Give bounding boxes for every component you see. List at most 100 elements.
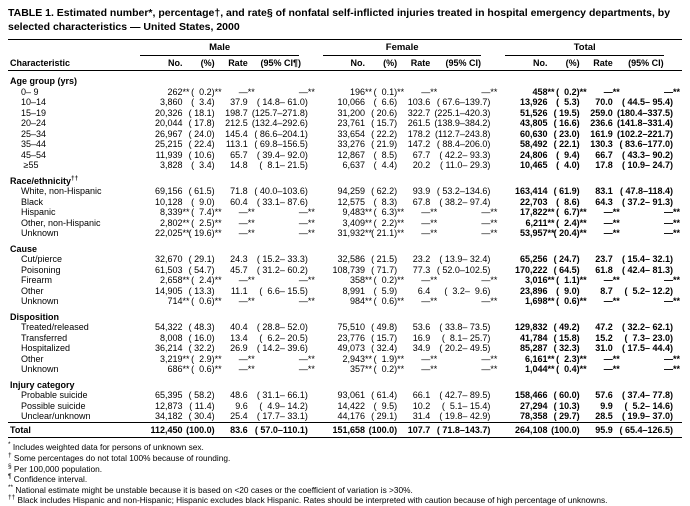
- cell: 25.4: [230, 411, 248, 422]
- cell: ( 1.1)**: [556, 275, 587, 286]
- cell: 145.4: [225, 128, 248, 139]
- cell: ( 5.2– 14.6): [624, 400, 673, 411]
- row-label: 20–24: [21, 118, 47, 129]
- cell: 32,586: [337, 254, 366, 265]
- cell: ( 20.6): [371, 107, 398, 118]
- row-label: Unknown: [21, 228, 59, 239]
- cell: ( 14.2– 39.6): [256, 343, 308, 354]
- cell: —**: [664, 353, 681, 364]
- cell: —**: [238, 296, 255, 307]
- section-header: Age group (yrs): [10, 76, 78, 87]
- cell: 14.8: [230, 160, 248, 171]
- footnote-marker: ††: [8, 494, 16, 502]
- cell: 8,008: [159, 332, 183, 343]
- cell: ( 69.8–156.5): [254, 139, 308, 150]
- table-row: Cut/pierce 32,670 ( 29.1) 24.3 ( 15.2– 33.3)…: [8, 254, 682, 265]
- cell: 32,670: [154, 254, 183, 265]
- row-label: Treated/released: [21, 322, 89, 333]
- table-title: TABLE 1. Estimated number*, percentage†,…: [8, 7, 671, 33]
- cell: ( 2.2)**: [373, 217, 405, 228]
- row-label: Unknown: [21, 364, 59, 375]
- cell: 44,176: [337, 411, 366, 422]
- cell: ( 15.7): [371, 118, 398, 129]
- cell: ( 44.5– 95.4): [621, 97, 673, 108]
- cell: 9,483**: [342, 207, 373, 218]
- row-label: ≥55: [21, 160, 39, 171]
- cell: 161.9: [590, 128, 613, 139]
- cell: 262**: [167, 86, 190, 97]
- cell: ( 10.6): [188, 149, 215, 160]
- cell: ( 29.7): [553, 411, 580, 422]
- column-header: Rate: [220, 55, 251, 72]
- row-label: Other: [21, 285, 44, 296]
- table-row: Hispanic 8,339**( 7.4)** —** —** 9,483**( 6.…: [8, 207, 682, 218]
- cell: —**: [421, 296, 438, 307]
- row-label: 15–19: [21, 107, 47, 118]
- cell: 93,061: [337, 390, 366, 401]
- cell: 6,161**: [525, 353, 555, 364]
- cell: ( 0.2)**: [191, 86, 222, 97]
- cell: 58,492: [520, 139, 548, 150]
- cell: ( 13.9– 32.4): [439, 254, 491, 265]
- footnote: † Some percentages do not total 100% bec…: [8, 452, 231, 463]
- cell: ( 0.1)**: [373, 86, 405, 97]
- footnotes: * Includes weighted data for persons of …: [8, 442, 682, 506]
- cell: 33,654: [337, 128, 366, 139]
- cell: 113.1: [225, 139, 248, 150]
- cell: ( 24.0): [188, 128, 215, 139]
- cell: 16.9: [412, 332, 431, 343]
- group-label: Total: [505, 43, 664, 56]
- cell: —**: [664, 364, 681, 375]
- cell: 94,259: [337, 186, 366, 197]
- cell: 69,156: [154, 186, 183, 197]
- group-header-male: Male: [134, 40, 317, 56]
- cell: 23.7: [595, 254, 613, 265]
- cell: ( 4.9– 14.2): [259, 400, 308, 411]
- column-header: No.: [134, 55, 183, 72]
- cell: 33,276: [337, 139, 366, 150]
- cell: ( 9.5): [373, 400, 398, 411]
- cell: ( 19.9– 37.0): [621, 411, 673, 422]
- cell: 20.2: [412, 160, 431, 171]
- column-header-row: Characteristic No. (%) Rate (95% CI¶) No. (%) R…: [8, 55, 682, 72]
- cell: —**: [603, 228, 620, 239]
- cell: —**: [421, 275, 438, 286]
- cell: ( 8.1– 21.5): [259, 160, 308, 171]
- cell: 6.4: [417, 285, 431, 296]
- row-label: Cut/pierce: [21, 254, 63, 265]
- cell: 57.6: [595, 390, 613, 401]
- cell: 1,044**: [525, 364, 555, 375]
- column-header: (95% CI): [433, 55, 500, 72]
- cell: ( 32.2): [188, 343, 215, 354]
- cell: 67.8: [412, 196, 431, 207]
- cell: —**: [298, 296, 315, 307]
- cell: —**: [664, 86, 681, 97]
- cell: 78,358: [520, 411, 548, 422]
- cell: 103.6: [407, 97, 431, 108]
- cell: —**: [421, 228, 438, 239]
- cell: 23.2: [412, 254, 431, 265]
- cell: 15.2: [595, 332, 613, 343]
- cell: ( 31.1– 66.1): [256, 390, 308, 401]
- cell: —**: [238, 217, 255, 228]
- cell: ( 61.9): [553, 186, 580, 197]
- cell: 1,698**: [525, 296, 555, 307]
- cell: 65,256: [520, 254, 548, 265]
- section-header: Injury category: [10, 379, 75, 390]
- cell: 17,822**: [520, 207, 555, 218]
- cell: 22,025**: [154, 228, 190, 239]
- table-body: Age group (yrs) 0– 9 262**( 0.2)** —** —** 19…: [8, 71, 682, 439]
- cell: 984**: [350, 296, 373, 307]
- cell: ( 64.5): [553, 264, 580, 275]
- group-header-total: Total: [499, 40, 682, 56]
- group-label: Female: [322, 43, 482, 56]
- footnote-marker: §: [8, 462, 12, 470]
- cell: —**: [481, 86, 498, 97]
- cell: 26,967: [154, 128, 183, 139]
- section-marker: ††: [71, 174, 79, 182]
- cell: ( 23.0): [553, 128, 580, 139]
- data-table: Male Female Total Characteristic No. (%) Rate(…: [8, 39, 682, 439]
- cell: —**: [421, 353, 438, 364]
- cell: 61.8: [595, 264, 613, 275]
- cell: 17.8: [595, 160, 613, 171]
